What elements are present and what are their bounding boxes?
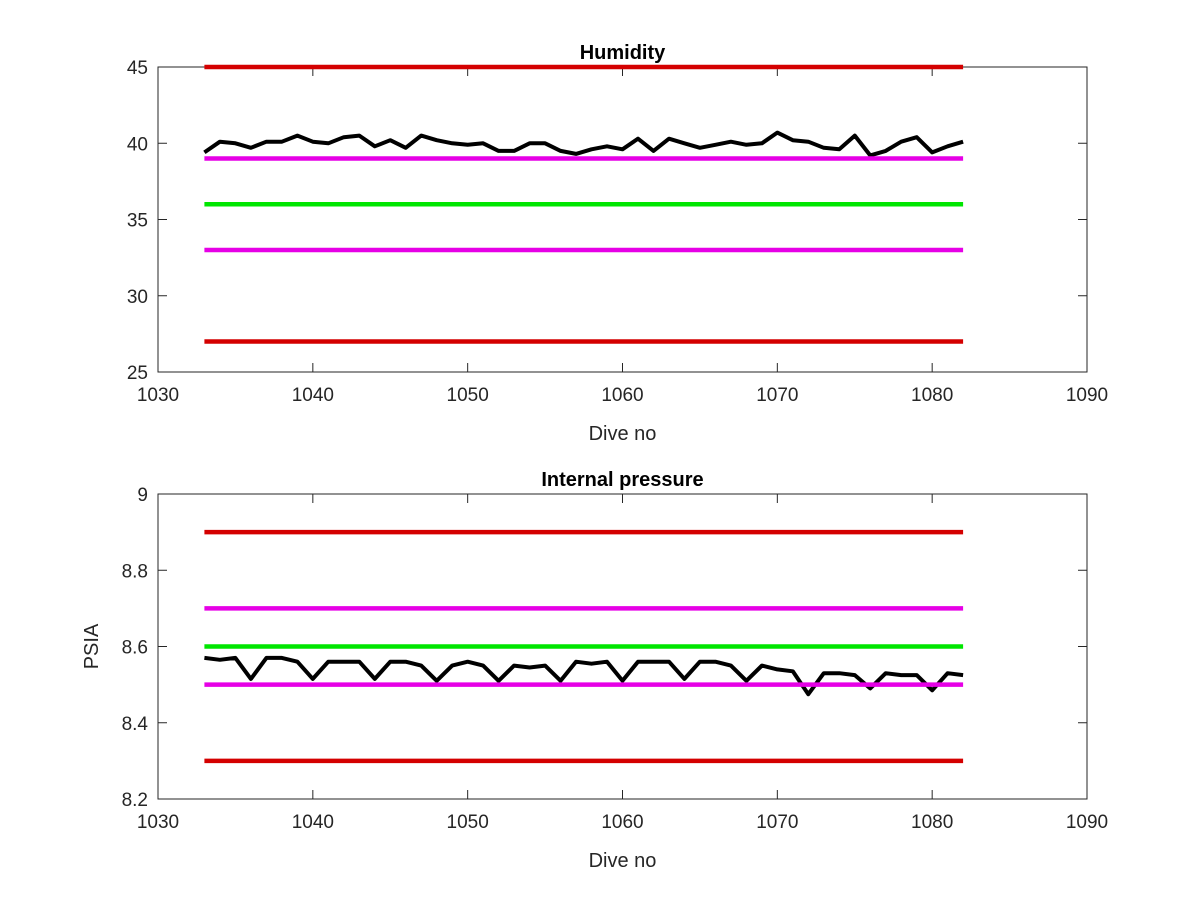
x-tick-label: 1060 [601, 812, 643, 833]
x-tick-label: 1090 [1066, 385, 1108, 406]
x-tick-label: 1030 [137, 385, 179, 406]
y-tick-label: 45 [127, 58, 148, 79]
chart-panel-1: 1030 1040 1050 1060 1070 1080 1090 25 30 35 40 45 Hu… [127, 42, 1108, 445]
x-tick-label: 1050 [447, 385, 489, 406]
x-tick-label: 1040 [292, 812, 334, 833]
x-axis-label: Dive no [589, 850, 657, 872]
y-tick-label: 30 [127, 287, 148, 308]
plot-area-frame [157, 66, 1088, 373]
chart-panel-2: 1030 1040 1050 1060 1070 1080 1090 8.2 8.4 8.6 8.8… [81, 469, 1108, 872]
x-tick-label: 1050 [447, 812, 489, 833]
y-tick-label: 40 [127, 134, 148, 155]
y-tick-label: 8.8 [122, 561, 148, 582]
x-axis-label: Dive no [589, 423, 657, 445]
x-tick-label: 1040 [292, 385, 334, 406]
x-tick-label: 1060 [601, 385, 643, 406]
x-tick-label: 1070 [756, 812, 798, 833]
x-tick-label: 1090 [1066, 812, 1108, 833]
chart-title: Humidity [580, 42, 666, 64]
data-series-line [204, 655, 964, 697]
x-tick-label: 1030 [137, 812, 179, 833]
chart-title: Internal pressure [541, 469, 703, 491]
y-axis-label: PSIA [81, 623, 103, 669]
y-tick-label: 25 [127, 363, 148, 384]
y-tick-label: 35 [127, 211, 148, 232]
x-tick-label: 1070 [756, 385, 798, 406]
x-tick-label: 1080 [911, 385, 953, 406]
y-tick-label: 8.2 [122, 790, 148, 811]
x-tick-label: 1080 [911, 812, 953, 833]
data-series-line [203, 130, 964, 158]
y-tick-label: 8.4 [122, 714, 149, 735]
y-tick-label: 8.6 [122, 638, 148, 659]
y-tick-label: 9 [137, 485, 148, 506]
